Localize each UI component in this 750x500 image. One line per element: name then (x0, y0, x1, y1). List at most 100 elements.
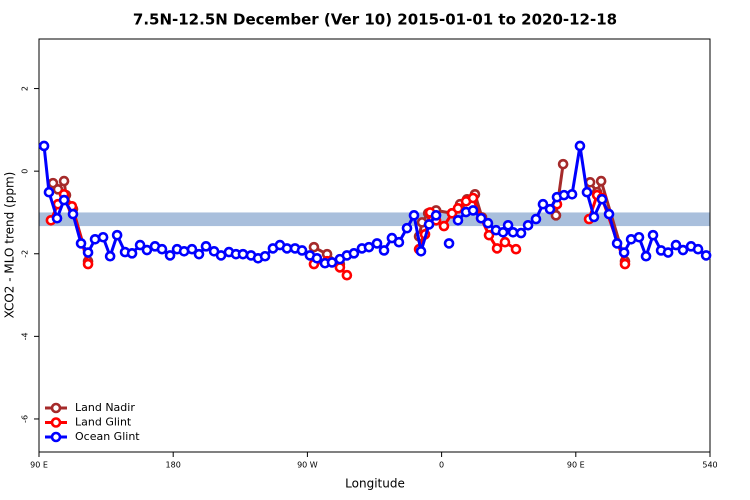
data-point (491, 243, 503, 254)
x-tick-label: 90 E (30, 461, 48, 470)
legend-label: Land Glint (75, 416, 132, 429)
data-point (574, 140, 586, 152)
data-point (438, 220, 450, 232)
legend-label: Ocean Glint (75, 430, 140, 443)
data-point (141, 244, 153, 256)
data-point (603, 208, 615, 220)
data-point (97, 231, 109, 243)
data-point (308, 241, 320, 253)
data-point (126, 248, 138, 259)
data-point (67, 208, 79, 220)
data-point (334, 262, 346, 273)
data-point (692, 243, 704, 255)
x-tick-label: 90 E (567, 461, 585, 470)
data-point (164, 250, 176, 261)
data-point (475, 212, 487, 224)
data-point (237, 248, 249, 260)
data-point (452, 203, 464, 214)
data-point (371, 238, 383, 249)
data-point (566, 188, 578, 200)
data-point (408, 210, 420, 221)
y-tick-label: 2 (21, 86, 30, 91)
reference-band (39, 212, 710, 227)
data-point (296, 245, 308, 256)
data-point (482, 217, 494, 229)
data-point (186, 243, 198, 255)
data-point (502, 219, 514, 231)
data-point (557, 158, 569, 170)
data-point (618, 247, 630, 258)
data-point (43, 186, 55, 198)
data-point (452, 215, 464, 226)
data-point (75, 238, 87, 249)
data-point (483, 229, 495, 241)
data-point (38, 140, 50, 152)
data-point (537, 198, 549, 210)
data-point (104, 250, 116, 262)
data-point (499, 236, 511, 248)
data-point (193, 248, 205, 260)
data-point (423, 219, 435, 230)
data-point (134, 239, 146, 251)
data-point (619, 258, 631, 270)
data-point (595, 175, 607, 187)
data-point (200, 241, 212, 252)
data-point (581, 186, 593, 198)
x-tick-label: 180 (166, 461, 181, 470)
data-point (259, 250, 271, 262)
x-tick-label: 90 W (297, 461, 318, 470)
legend-label: Land Nadir (75, 401, 135, 414)
data-point (510, 243, 522, 255)
x-axis-label: Longitude (345, 477, 405, 491)
data-point (550, 210, 562, 221)
data-point (443, 238, 455, 249)
x-tick-label: 0 (439, 461, 444, 470)
data-point (611, 238, 623, 249)
data-point (633, 231, 645, 243)
data-point (670, 239, 682, 251)
legend-marker (50, 417, 62, 428)
data-point (467, 205, 479, 216)
x-tick-label: 540 (702, 461, 717, 470)
data-point (58, 194, 70, 206)
data-point (640, 250, 652, 262)
y-tick-label: -4 (21, 332, 30, 340)
data-point (515, 227, 527, 239)
data-point (82, 258, 94, 270)
data-point (497, 226, 509, 238)
data-point (58, 175, 70, 187)
data-point (596, 193, 608, 205)
data-point (507, 226, 519, 238)
data-point (544, 203, 556, 215)
data-point (393, 236, 405, 248)
data-point (401, 222, 413, 234)
data-point (348, 248, 360, 259)
data-point (647, 229, 659, 241)
data-point (522, 219, 534, 231)
legend-marker (50, 402, 62, 414)
data-point (363, 241, 375, 253)
y-tick-label: 0 (21, 169, 30, 174)
data-point (51, 212, 63, 224)
y-tick-label: -2 (21, 250, 30, 258)
data-point (415, 245, 427, 257)
data-point (111, 229, 123, 241)
data-point (558, 189, 570, 201)
data-point (530, 213, 542, 225)
data-point (467, 192, 479, 204)
data-point (311, 253, 323, 264)
data-point (430, 210, 442, 221)
data-point (700, 250, 712, 261)
data-point (341, 269, 353, 281)
legend-marker (50, 431, 62, 443)
chart-title: 7.5N-12.5N December (Ver 10) 2015-01-01 … (133, 11, 617, 29)
y-tick-label: -6 (21, 415, 30, 423)
data-point (82, 247, 94, 258)
plot-frame (38, 38, 711, 453)
data-point (156, 243, 168, 255)
data-point (662, 247, 674, 258)
y-axis-label: XCO2 - MLO trend (ppm) (3, 172, 17, 319)
data-point (677, 244, 689, 256)
data-point (89, 234, 101, 245)
